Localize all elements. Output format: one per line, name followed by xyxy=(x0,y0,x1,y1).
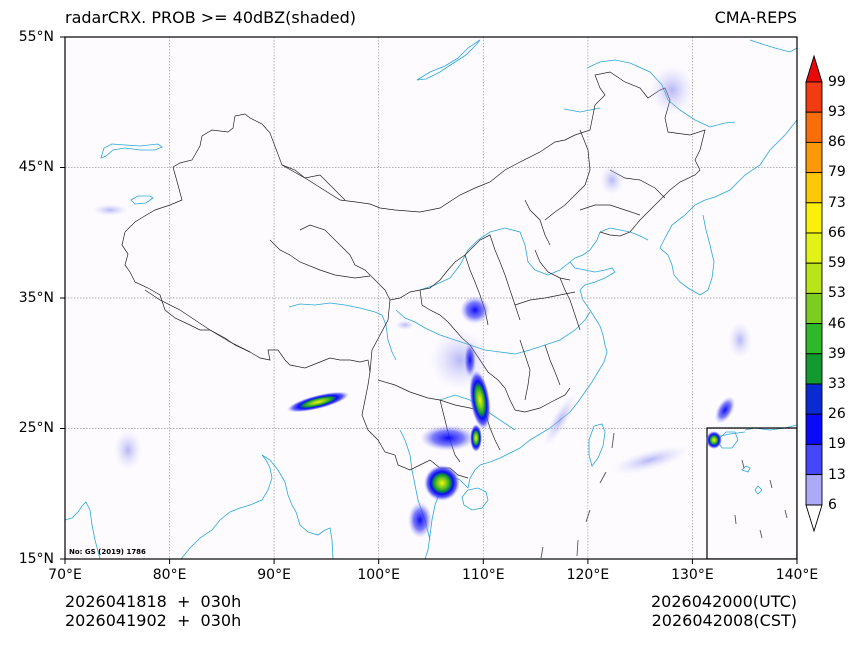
inset-box xyxy=(706,427,797,559)
x-tick-110e: 110°E xyxy=(462,567,505,583)
colorbar-label: 93 xyxy=(828,104,846,120)
y-tick-55n: 55°N xyxy=(18,29,54,45)
y-tick-25n: 25°N xyxy=(18,420,54,436)
colorbar-label: 19 xyxy=(828,436,846,452)
valid-time-utc: 2026042000(UTC) xyxy=(651,592,797,611)
colorbar-label: 66 xyxy=(828,225,846,241)
colorbar-label: 73 xyxy=(828,195,846,211)
colorbar xyxy=(805,54,823,533)
map-title: radarCRX. PROB >= 40dBZ(shaded) xyxy=(65,8,357,27)
x-tick-80e: 80°E xyxy=(152,567,187,583)
valid-times: 2026042000(UTC) 2026042008(CST) xyxy=(651,592,797,630)
x-tick-140e: 140°E xyxy=(775,567,819,583)
init-time-cst: 2026041902 + 030h xyxy=(65,611,242,630)
map-approval-note: No: GS (2019) 1786 xyxy=(69,548,146,556)
init-time-utc: 2026041818 + 030h xyxy=(65,592,242,611)
model-name: CMA-REPS xyxy=(714,8,797,27)
colorbar-label: 6 xyxy=(828,497,837,513)
y-tick-15n: 15°N xyxy=(18,551,54,567)
x-tick-130e: 130°E xyxy=(671,567,714,583)
x-tick-70e: 70°E xyxy=(48,567,82,583)
probability-shading xyxy=(92,65,752,538)
valid-time-cst: 2026042008(CST) xyxy=(651,611,797,630)
x-tick-100e: 100°E xyxy=(357,567,400,583)
y-tick-45n: 45°N xyxy=(18,159,54,175)
colorbar-label: 86 xyxy=(828,134,846,150)
colorbar-label: 53 xyxy=(828,285,846,301)
colorbar-label: 39 xyxy=(828,346,846,362)
dash-marks xyxy=(540,432,788,559)
x-tick-90e: 90°E xyxy=(257,567,291,583)
colorbar-label: 99 xyxy=(828,74,846,90)
init-times: 2026041818 + 030h 2026041902 + 030h xyxy=(65,592,241,630)
colorbar-label: 33 xyxy=(828,376,846,392)
colorbar-label: 26 xyxy=(828,406,846,422)
y-tick-35n: 35°N xyxy=(18,290,54,306)
x-tick-120e: 120°E xyxy=(566,567,610,583)
colorbar-label: 79 xyxy=(828,164,846,180)
tick-marks xyxy=(60,36,798,564)
colorbar-label: 59 xyxy=(828,255,846,271)
colorbar-label: 46 xyxy=(828,316,846,332)
colorbar-label: 13 xyxy=(828,467,846,483)
